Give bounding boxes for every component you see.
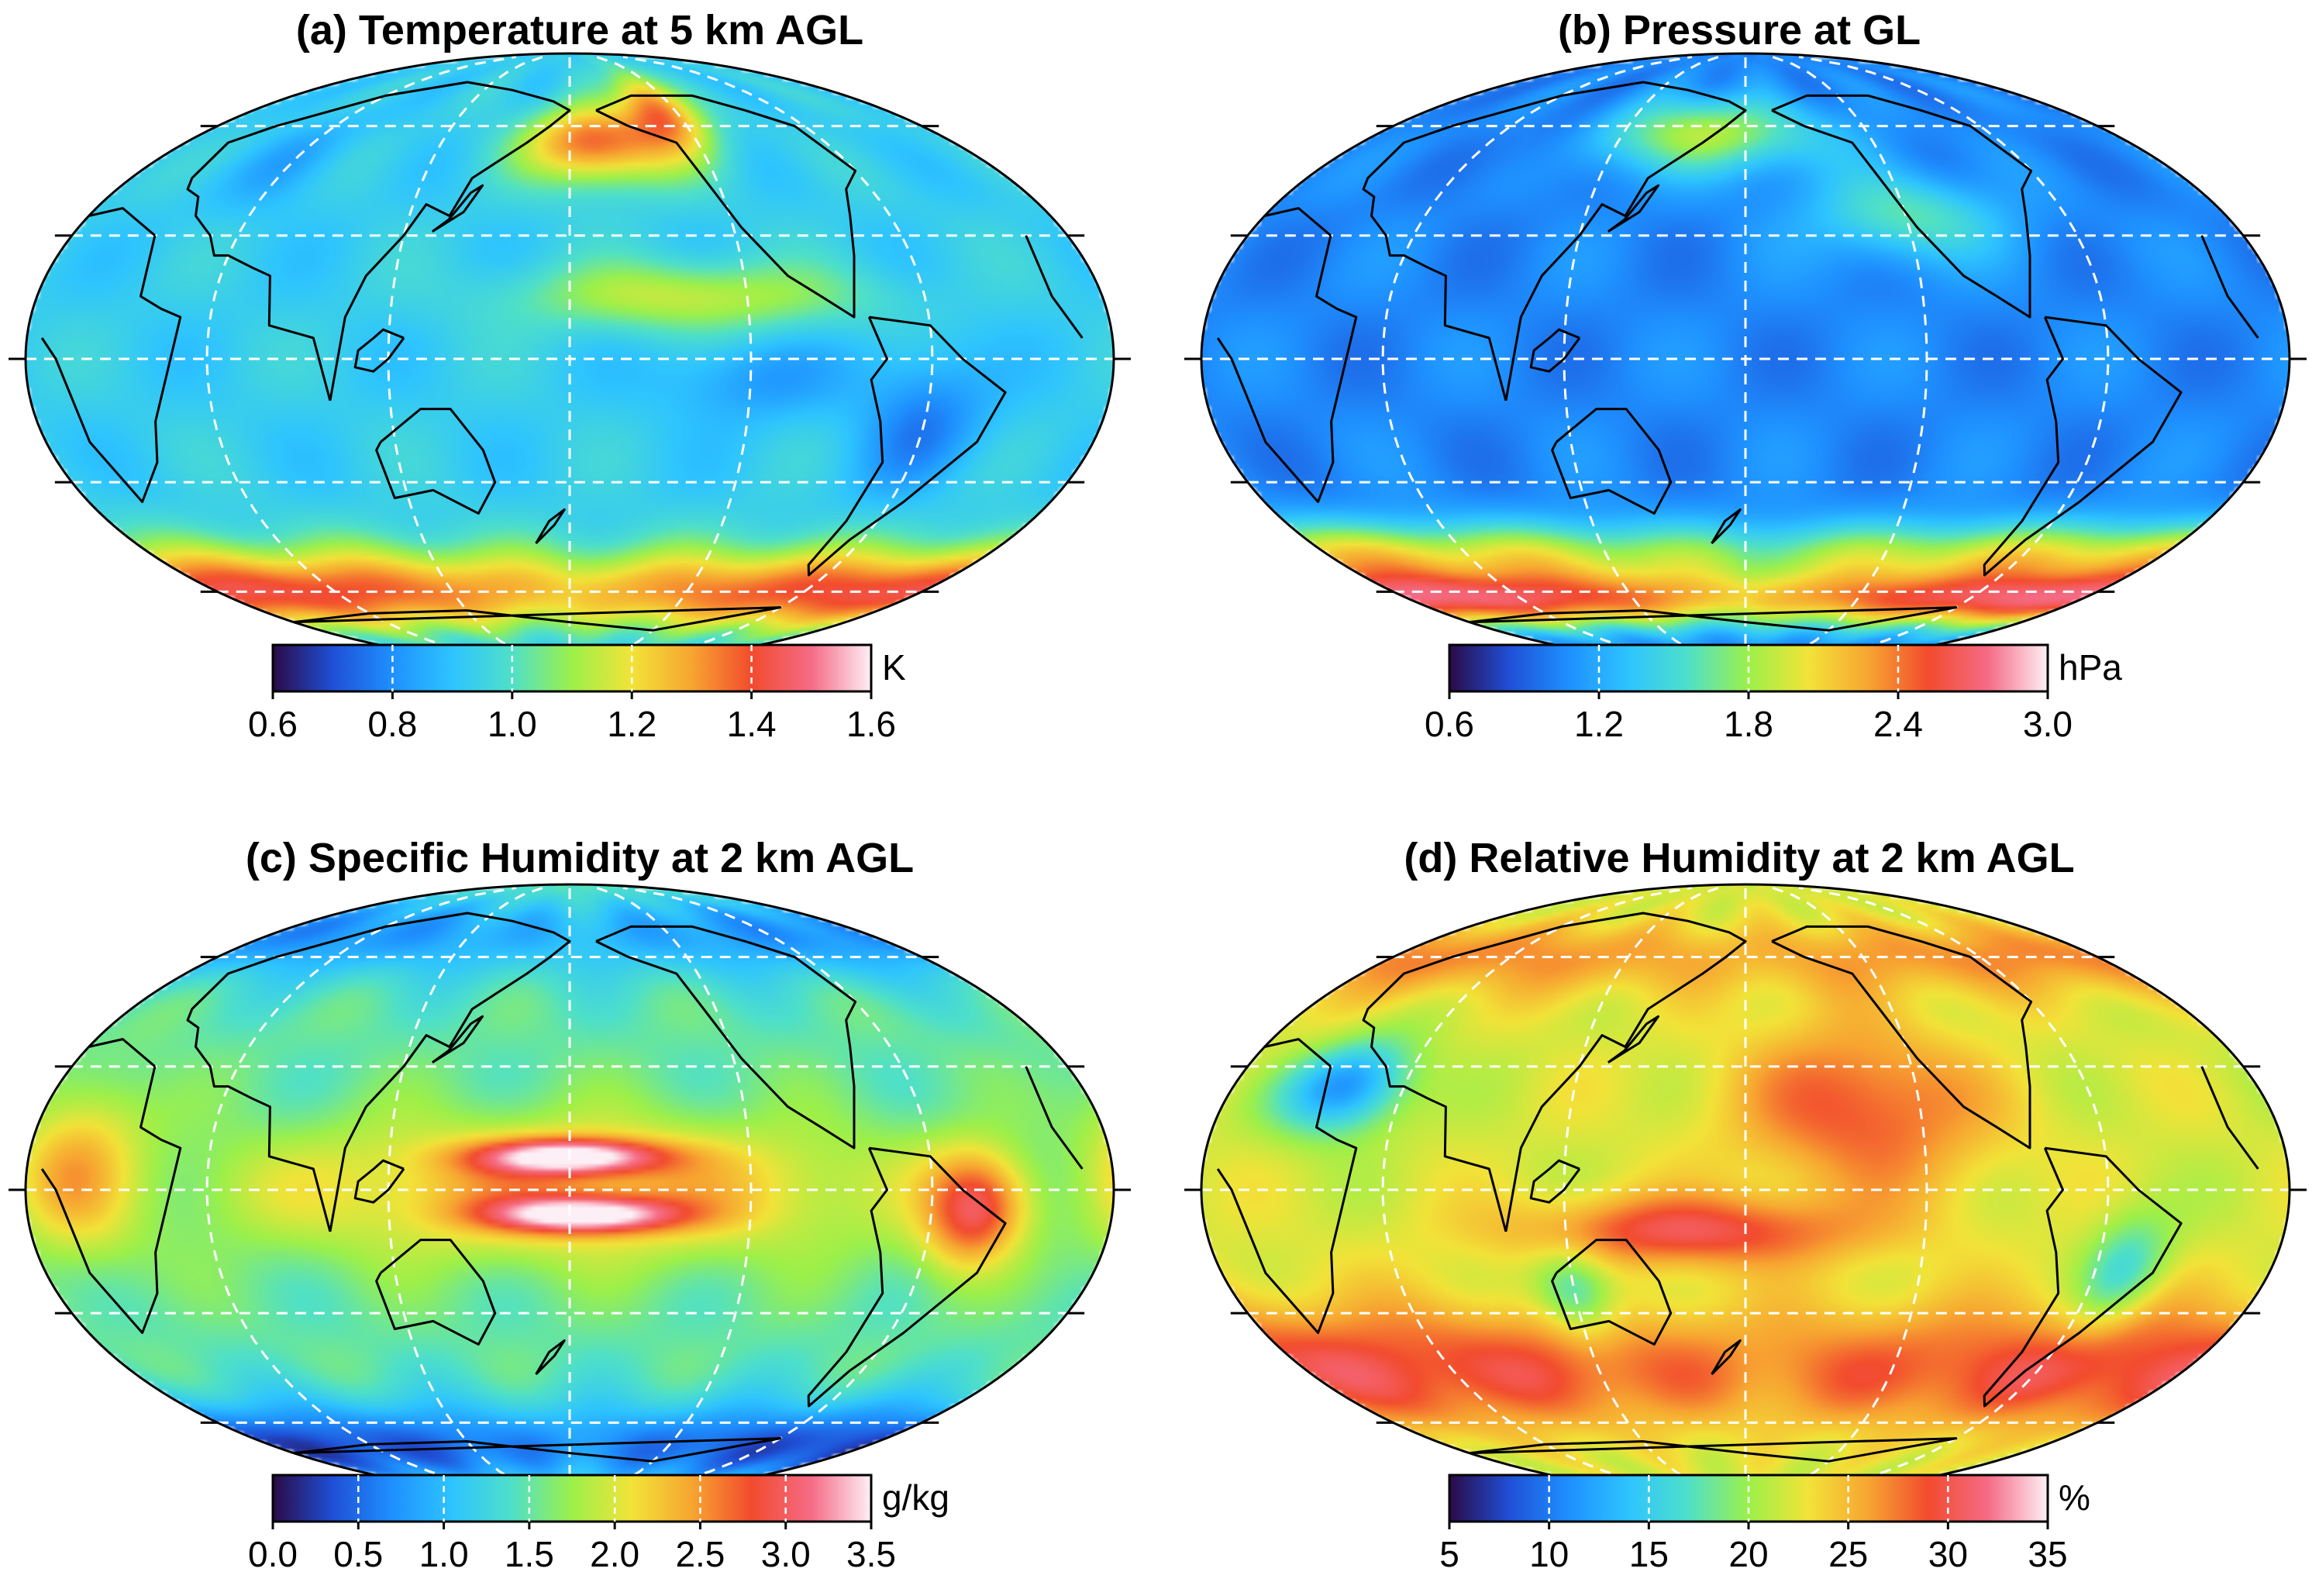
meridian-line xyxy=(205,55,544,665)
colorbar-unit-label: % xyxy=(2059,1477,2090,1518)
colorbar-tick-label: 10 xyxy=(1529,1534,1569,1574)
colorbar-tick-label: 1.8 xyxy=(1724,704,1773,744)
colorbar-tick-label: 20 xyxy=(1728,1534,1768,1574)
meridian-line xyxy=(595,55,934,665)
colorbar-gradient xyxy=(271,643,873,693)
coastline xyxy=(535,508,566,545)
coastline xyxy=(807,1146,1007,1408)
coastline xyxy=(1771,94,2033,319)
coastline xyxy=(1529,1159,1581,1204)
colorbar-tick-label: 1.5 xyxy=(505,1534,554,1574)
meridian-line xyxy=(1563,55,1733,665)
colorbar-tick-label: 3.0 xyxy=(761,1534,811,1574)
colorbar-unit-label: hPa xyxy=(2059,647,2122,688)
coastline xyxy=(1983,1146,2183,1408)
colorbar-tick-label: 1.2 xyxy=(607,704,656,744)
colorbar-tick-label: 0.8 xyxy=(367,704,417,744)
panel-d-title: (d) Relative Humidity at 2 km AGL xyxy=(1404,835,2075,881)
meridian-line xyxy=(205,886,544,1496)
colorbar-d: 5 10 15 20 25 30 35% xyxy=(1439,1474,2090,1574)
coastline xyxy=(1529,328,1581,373)
meridian-line xyxy=(1381,886,1720,1496)
meridian-line xyxy=(582,886,753,1496)
meridian-line xyxy=(595,886,934,1496)
colorbar-gradient xyxy=(271,1474,873,1523)
coastline xyxy=(1711,1339,1742,1376)
colorbar-tick-label: 1.2 xyxy=(1574,704,1624,744)
colorbar-tick-label: 1.0 xyxy=(488,704,537,744)
map-panel-b: 0.6 1.2 1.8 2.4 3.0 hPa xyxy=(1184,52,2307,744)
colorbar-tick-label: 2.0 xyxy=(590,1534,639,1574)
coastline xyxy=(595,94,857,319)
meridian-line xyxy=(387,886,557,1496)
colorbar-tick-label: 5 xyxy=(1439,1534,1459,1574)
coastline xyxy=(1362,81,1747,402)
coastline xyxy=(1771,925,2033,1150)
coastline xyxy=(1607,1015,1660,1063)
colorbar-tick-label: 0.6 xyxy=(1425,704,1474,744)
coastline xyxy=(1551,408,1673,515)
colorbar-tick-label: 0.0 xyxy=(248,1534,298,1574)
panel-b-title: (b) Pressure at GL xyxy=(1557,7,1921,53)
colorbar-tick-label: 0.6 xyxy=(248,704,298,744)
coastline xyxy=(1711,508,1742,545)
coastline xyxy=(353,1159,405,1204)
coastline xyxy=(431,1015,484,1063)
panel-c-title: (c) Specific Humidity at 2 km AGL xyxy=(245,835,915,881)
meridian-line xyxy=(1758,886,1928,1496)
panel-a-title: (a) Temperature at 5 km AGL xyxy=(295,7,864,53)
colorbar-tick-label: 1.0 xyxy=(419,1534,469,1574)
coastline xyxy=(40,207,1084,503)
meridian-line xyxy=(1771,55,2110,665)
coastline xyxy=(595,925,857,1150)
colorbar-tick-label: 25 xyxy=(1828,1534,1868,1574)
coastline xyxy=(807,315,1007,577)
map-panel-c: 0.0 0.5 1.0 1.5 2.0 2.5 3.0 3.5 g/kg xyxy=(9,883,1131,1574)
coastline xyxy=(186,81,571,402)
colorbar-tick-label: 3.0 xyxy=(2023,704,2073,744)
coastline xyxy=(1362,912,1747,1232)
colorbar-unit-label: K xyxy=(882,647,906,688)
colorbar-a: 0.6 0.8 1.0 1.2 1.4 1.6 K xyxy=(248,643,906,744)
coastline xyxy=(186,912,571,1232)
meridian-line xyxy=(582,55,753,665)
map-panel-a: 0.6 0.8 1.0 1.2 1.4 1.6 K xyxy=(9,52,1131,744)
coastline xyxy=(40,1038,1084,1334)
coastline xyxy=(431,184,484,233)
meridian-line xyxy=(387,55,557,665)
colorbar-tick-label: 30 xyxy=(1928,1534,1968,1574)
coastline xyxy=(353,328,405,373)
coastline xyxy=(375,408,497,515)
meridian-line xyxy=(1563,886,1733,1496)
colorbar-c: 0.0 0.5 1.0 1.5 2.0 2.5 3.0 3.5 g/kg xyxy=(248,1474,949,1574)
coastline xyxy=(375,1239,497,1346)
colorbar-tick-label: 0.5 xyxy=(333,1534,383,1574)
map-panel-d: 5 10 15 20 25 30 35% xyxy=(1184,883,2307,1574)
coastline xyxy=(1607,184,1660,233)
colorbar-b: 0.6 1.2 1.8 2.4 3.0 hPa xyxy=(1425,643,2122,744)
colorbar-tick-label: 2.5 xyxy=(675,1534,725,1574)
coastline xyxy=(1983,315,2183,577)
coastline xyxy=(1216,1038,2259,1334)
meridian-line xyxy=(1381,55,1720,665)
colorbar-tick-label: 2.4 xyxy=(1873,704,1923,744)
coastline xyxy=(1216,207,2259,503)
colorbar-tick-label: 3.5 xyxy=(846,1534,896,1574)
meridian-line xyxy=(1758,55,1928,665)
colorbar-tick-label: 15 xyxy=(1629,1534,1669,1574)
colorbar-tick-label: 35 xyxy=(2028,1534,2067,1574)
colorbar-unit-label: g/kg xyxy=(882,1477,949,1518)
colorbar-tick-label: 1.4 xyxy=(727,704,777,744)
meridian-line xyxy=(1771,886,2110,1496)
coastline xyxy=(535,1339,566,1376)
colorbar-tick-label: 1.6 xyxy=(846,704,896,744)
coastline xyxy=(1551,1239,1673,1346)
